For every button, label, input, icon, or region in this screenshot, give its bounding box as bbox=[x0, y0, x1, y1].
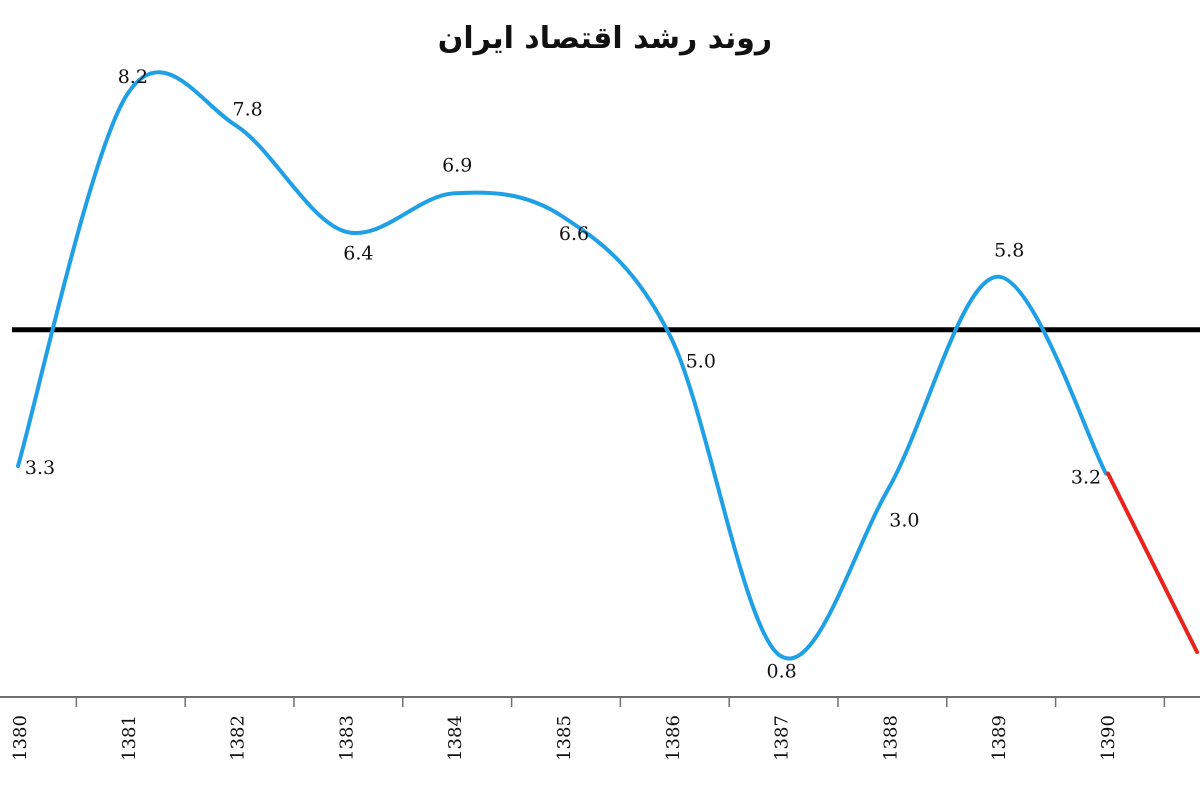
data-point-1384 bbox=[451, 191, 455, 195]
data-label-1387: 0.8 bbox=[766, 660, 796, 682]
x-tick-label-1382: 1382 bbox=[228, 715, 249, 761]
data-label-1384: 6.9 bbox=[442, 154, 472, 176]
data-point-1389 bbox=[995, 275, 999, 279]
data-label-1385: 6.6 bbox=[559, 223, 589, 245]
x-tick-label-1389: 1389 bbox=[989, 715, 1010, 761]
data-point-1387 bbox=[778, 653, 782, 657]
projection-line bbox=[1106, 471, 1199, 654]
x-tick-label-1385: 1385 bbox=[554, 715, 575, 761]
data-label-1380: 3.3 bbox=[25, 457, 55, 479]
x-tick-label-1390: 1390 bbox=[1098, 715, 1119, 761]
data-label-1381: 8.2 bbox=[118, 66, 148, 88]
x-tick-label-1387: 1387 bbox=[772, 715, 793, 761]
data-label-1390: 3.2 bbox=[1071, 467, 1101, 489]
x-tick-label-1386: 1386 bbox=[663, 715, 684, 761]
x-tick-label-1388: 1388 bbox=[880, 715, 901, 761]
data-point-1388 bbox=[886, 487, 890, 491]
data-label-1389: 5.8 bbox=[994, 240, 1024, 262]
data-label-1382: 7.8 bbox=[232, 98, 262, 120]
data-label-1386: 5.0 bbox=[686, 350, 716, 372]
plot-area: متوسط رشد اقتصادی از سال ۸۰3.38.27.86.46… bbox=[0, 66, 1200, 761]
data-point-1382 bbox=[234, 123, 238, 127]
data-point-1380 bbox=[16, 464, 20, 468]
chart-title: روند رشد اقتصاد ایران bbox=[438, 21, 772, 56]
data-point-1385 bbox=[560, 214, 564, 218]
x-tick-label-1381: 1381 bbox=[119, 715, 140, 761]
data-point-1383 bbox=[342, 229, 346, 233]
x-tick-label-1384: 1384 bbox=[445, 715, 466, 761]
x-tick-label-1380: 1380 bbox=[10, 715, 31, 761]
series-line bbox=[16, 70, 1108, 661]
data-label-1383: 6.4 bbox=[343, 242, 373, 264]
data-point-1381 bbox=[125, 93, 129, 97]
x-tick-label-1383: 1383 bbox=[336, 715, 357, 761]
data-label-1388: 3.0 bbox=[889, 510, 919, 532]
data-point-1386 bbox=[669, 335, 673, 339]
